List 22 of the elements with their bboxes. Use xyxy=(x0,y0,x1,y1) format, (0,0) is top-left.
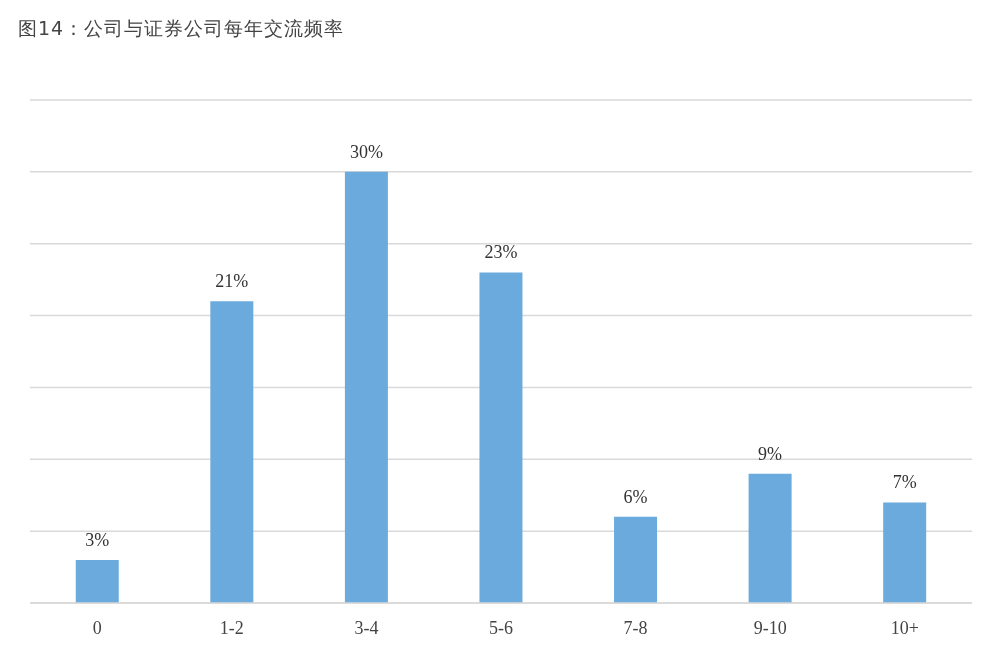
bar xyxy=(75,559,119,603)
x-tick-label: 5-6 xyxy=(489,617,513,638)
x-tick-label: 0 xyxy=(92,617,102,638)
data-label: 21% xyxy=(215,271,249,292)
data-label: 3% xyxy=(85,529,110,550)
data-label: 23% xyxy=(484,242,518,263)
bar xyxy=(479,272,523,603)
chart-title: 图14：公司与证券公司每年交流频率 xyxy=(18,16,345,41)
x-tick-label: 7-8 xyxy=(623,617,648,638)
x-tick-label: 10+ xyxy=(890,617,919,638)
x-tick-label: 3-4 xyxy=(354,617,379,638)
x-tick-label: 1-2 xyxy=(219,617,244,638)
bar xyxy=(210,301,254,603)
bar xyxy=(344,171,388,603)
bar xyxy=(748,473,792,603)
data-label: 7% xyxy=(892,472,917,493)
x-tick-label: 9-10 xyxy=(753,617,787,638)
data-label: 9% xyxy=(758,443,783,464)
data-label: 6% xyxy=(623,486,648,507)
bar xyxy=(883,502,927,603)
bar xyxy=(614,516,658,603)
data-label: 30% xyxy=(349,141,383,162)
